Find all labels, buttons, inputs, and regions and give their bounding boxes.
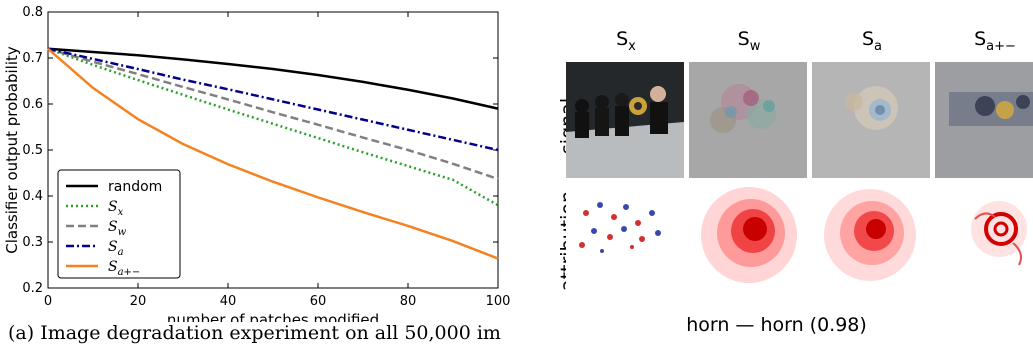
column-header-0: Sx	[616, 28, 636, 54]
legend-box	[57, 169, 181, 279]
y-tick-label-2: 0.4	[22, 189, 43, 204]
y-tick-label-5: 0.7	[22, 51, 43, 66]
attribution-tile-sa	[812, 183, 930, 299]
x-tick-label-0: 0	[44, 294, 52, 309]
series-line-3	[47, 47, 499, 152]
series-line-2	[47, 47, 499, 181]
x-tick-label-1: 20	[130, 294, 147, 309]
x-tick-label-5: 100	[486, 294, 511, 309]
y-axis-label: Classifier output probability	[3, 46, 21, 254]
prediction-caption: horn — horn (0.98)	[686, 314, 867, 336]
y-tick-label-6: 0.8	[22, 5, 43, 20]
y-tick-label-4: 0.6	[22, 97, 43, 112]
series-line-4	[47, 47, 499, 260]
x-axis-label: number of patches modified	[167, 311, 379, 322]
attribution-tile-sw	[689, 183, 807, 299]
x-tick-label-2: 40	[220, 294, 237, 309]
signal-tile-sapm	[935, 62, 1033, 178]
signal-tile-sx	[566, 62, 684, 178]
signal-tile-sa	[812, 62, 930, 178]
legend-label-0: random	[108, 179, 162, 195]
figure-caption-a: (a) Image degradation experiment on all …	[8, 322, 501, 344]
x-tick-label-4: 80	[400, 294, 417, 309]
x-tick-label-3: 60	[310, 294, 327, 309]
column-header-1: Sw	[737, 28, 761, 54]
signal-tile-sw	[689, 62, 807, 178]
chart-svg: 0 20 40 60 80 100 0.2 0.3 0.4 0.5 0.6 0.7 0.8 number …	[3, 5, 511, 322]
degradation-chart: 0 20 40 60 80 100 0.2 0.3 0.4 0.5 0.6 0.7 0.8 number …	[3, 5, 511, 344]
column-header-2: Sa	[861, 28, 883, 54]
column-header-3: Sa+−	[974, 28, 1016, 54]
y-tick-label-0: 0.2	[22, 281, 43, 296]
attribution-tile-sx	[566, 183, 684, 299]
y-tick-label-3: 0.5	[22, 143, 43, 158]
series-line-0	[47, 47, 499, 110]
y-tick-label-1: 0.3	[22, 235, 43, 250]
attribution-tile-sapm	[935, 183, 1033, 299]
